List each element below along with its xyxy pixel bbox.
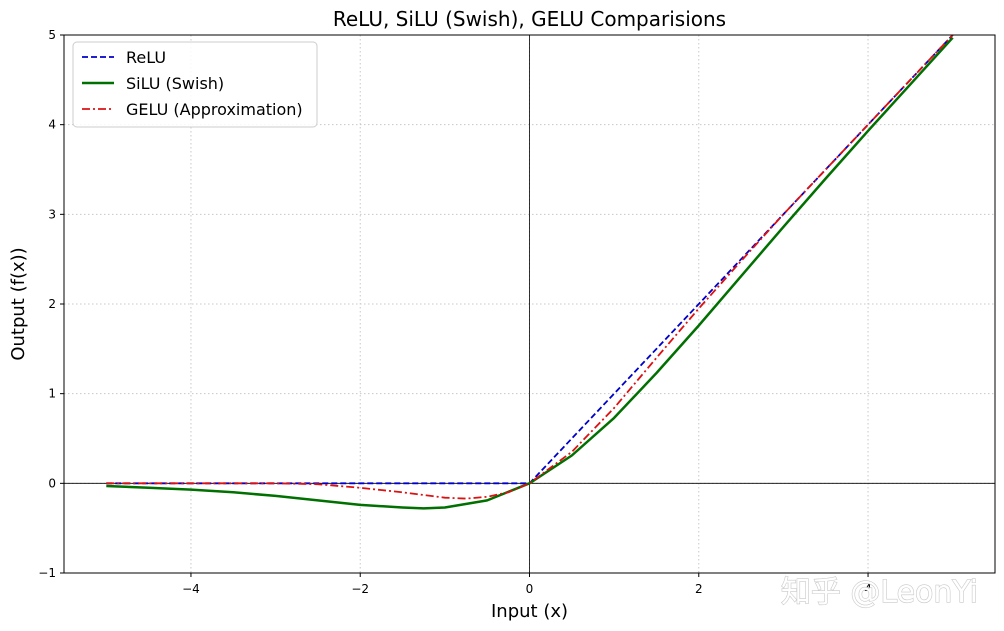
legend-label-1: ReLU	[126, 48, 166, 67]
legend: ReLU SiLU (Swish) GELU (Approximation)	[72, 41, 318, 128]
chart-title: ReLU, SiLU (Swish), GELU Comparisions	[333, 7, 726, 31]
x-tick-label: −2	[351, 582, 369, 596]
x-axis-title: Input (x)	[491, 601, 568, 622]
series-line-3	[106, 34, 954, 500]
y-tick-label: 1	[48, 387, 56, 401]
y-tick-label: 0	[48, 476, 56, 490]
y-tick-label: 5	[48, 28, 56, 42]
y-axis-title: Output (f(x))	[8, 247, 29, 360]
y-tick-label: 4	[48, 118, 56, 132]
tick-layer: −4 −2 0 2 4 −1 0 1 2 3 4 5	[38, 28, 872, 596]
y-tick-label: 3	[48, 207, 56, 221]
x-tick-label: 4	[864, 582, 872, 596]
watermark-text: 知乎 @LeonYi	[781, 575, 978, 610]
x-tick-label: −4	[182, 582, 200, 596]
legend-label-2: SiLU (Swish)	[126, 74, 224, 93]
y-tick-label: 2	[48, 297, 56, 311]
y-tick-label: −1	[38, 566, 56, 580]
legend-box	[72, 41, 318, 128]
x-tick-label: 0	[526, 582, 534, 596]
series-layer	[106, 34, 954, 510]
legend-label-3: GELU (Approximation)	[126, 100, 303, 119]
x-tick-label: 2	[695, 582, 703, 596]
